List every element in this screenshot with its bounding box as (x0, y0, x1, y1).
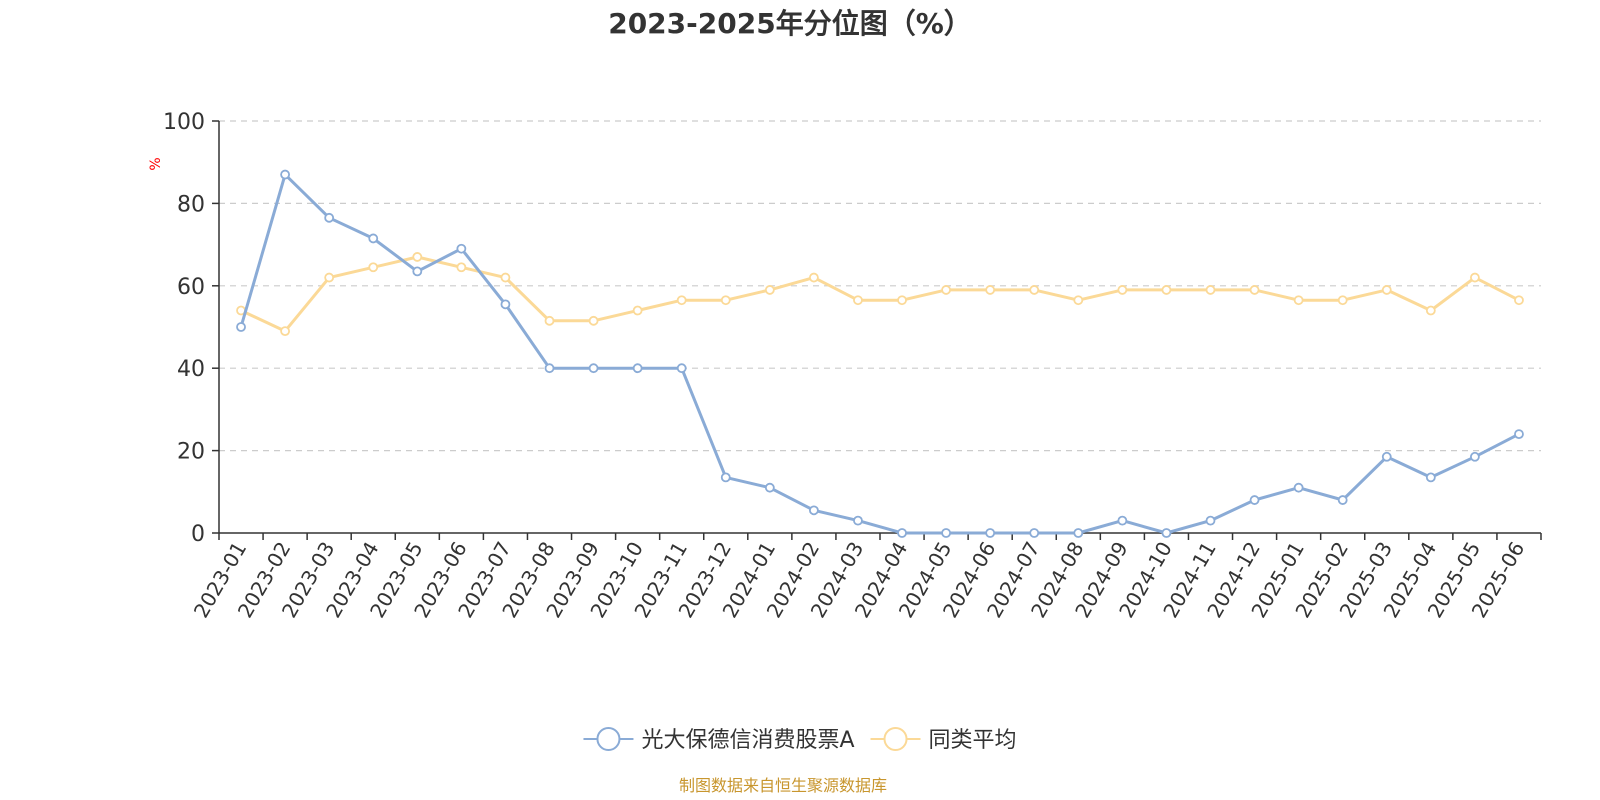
legend-label: 光大保德信消费股票A (641, 728, 854, 753)
data-point[interactable] (720, 295, 731, 306)
legend-item-0[interactable]: 光大保德信消费股票A (583, 727, 855, 753)
data-point[interactable] (1425, 305, 1436, 316)
data-point[interactable] (1381, 451, 1392, 462)
data-point[interactable] (809, 505, 819, 516)
data-point[interactable] (588, 363, 599, 374)
data-point[interactable] (809, 272, 819, 283)
data-point[interactable] (280, 326, 291, 337)
data-point[interactable] (1337, 495, 1348, 505)
data-point[interactable] (280, 169, 291, 180)
data-point[interactable] (676, 363, 687, 374)
data-point[interactable] (588, 315, 599, 326)
data-point[interactable] (1117, 285, 1128, 295)
data-point[interactable] (897, 295, 907, 306)
data-point[interactable] (720, 472, 731, 483)
data-point[interactable] (985, 285, 996, 295)
series-line-0 (239, 173, 1520, 535)
data-point[interactable] (1470, 272, 1480, 283)
y-tick-label: 20 (177, 440, 205, 465)
data-point[interactable] (764, 482, 775, 493)
data-point[interactable] (500, 299, 511, 310)
data-point[interactable] (544, 363, 555, 374)
data-point[interactable] (1425, 472, 1436, 483)
data-point[interactable] (544, 315, 555, 326)
y-tick-label: 60 (177, 275, 205, 300)
legend-item-1[interactable]: 同类平均 (870, 727, 1017, 753)
legend-label: 同类平均 (929, 728, 1017, 753)
data-point[interactable] (1161, 528, 1172, 538)
y-axis-ticks: 0 20 40 60 80 100 (163, 110, 219, 547)
data-point[interactable] (1337, 295, 1348, 306)
data-point[interactable] (324, 272, 335, 283)
data-point[interactable] (1073, 295, 1084, 306)
legend-marker (596, 727, 621, 751)
data-point[interactable] (1293, 482, 1304, 493)
data-point[interactable] (941, 285, 951, 295)
data-point[interactable] (1470, 451, 1480, 462)
y-tick-label: 0 (191, 522, 205, 547)
y-tick-label: 100 (163, 110, 205, 135)
data-point[interactable] (412, 252, 423, 262)
data-point[interactable] (853, 515, 863, 526)
chart-title: 2023-2025年分位图（%） (608, 7, 972, 40)
source-note: 制图数据来自恒生聚源数据库 (679, 776, 887, 795)
axes (218, 121, 1541, 534)
data-point[interactable] (1293, 295, 1304, 306)
data-point[interactable] (1249, 285, 1260, 295)
data-point[interactable] (324, 212, 335, 223)
data-point[interactable] (1161, 285, 1172, 295)
data-point[interactable] (1205, 515, 1216, 526)
data-point[interactable] (500, 272, 511, 283)
data-point[interactable] (1205, 285, 1216, 295)
legend[interactable]: 光大保德信消费股票A 同类平均 (583, 727, 1017, 753)
data-point[interactable] (236, 322, 246, 332)
y-tick-label: 40 (177, 357, 205, 382)
y-unit-label: % (148, 157, 164, 170)
x-axis-ticks: 2023-012023-022023-032023-042023-052023-… (189, 533, 1542, 622)
data-point[interactable] (1514, 295, 1524, 306)
data-point[interactable] (941, 528, 951, 538)
data-point[interactable] (897, 528, 907, 538)
series-line-1 (240, 255, 1520, 333)
data-point[interactable] (456, 262, 467, 273)
data-point[interactable] (676, 295, 687, 306)
legend-marker (883, 727, 908, 751)
y-tick-label: 80 (177, 192, 205, 217)
data-point[interactable] (368, 233, 379, 244)
data-point[interactable] (412, 266, 423, 277)
data-point[interactable] (632, 305, 643, 316)
data-point[interactable] (1117, 515, 1128, 526)
data-point[interactable] (632, 363, 643, 374)
data-point[interactable] (368, 262, 379, 273)
data-point[interactable] (853, 295, 863, 306)
data-point[interactable] (1381, 285, 1392, 295)
grid-lines (219, 120, 1541, 452)
data-point[interactable] (1514, 429, 1524, 440)
data-point[interactable] (1029, 528, 1040, 538)
data-point[interactable] (985, 528, 996, 538)
series-layer (236, 169, 1524, 538)
data-point[interactable] (456, 243, 467, 254)
data-point[interactable] (1073, 528, 1084, 538)
data-point[interactable] (1029, 285, 1040, 295)
data-point[interactable] (1249, 495, 1260, 505)
data-point[interactable] (764, 285, 775, 295)
